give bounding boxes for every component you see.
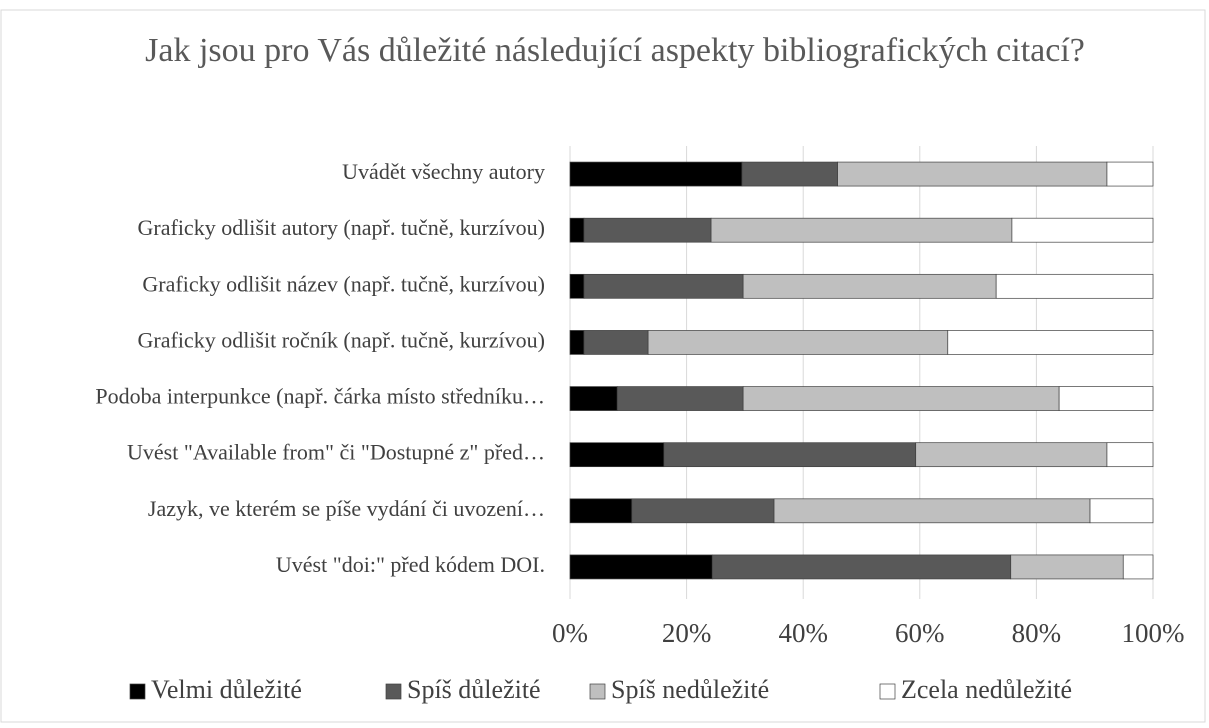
legend-swatch — [879, 683, 896, 700]
bar-segment — [711, 554, 1012, 580]
bar-segment — [947, 330, 1154, 355]
bar-segment — [915, 442, 1108, 468]
bar-segment — [569, 217, 585, 243]
bar-segment — [710, 217, 1013, 243]
bar-segment — [583, 273, 744, 299]
bar-segment — [1011, 217, 1154, 243]
y-tick-label: Graficky odlišit ročník (např. tučně, ku… — [138, 327, 545, 352]
x-tick-label: 80% — [1012, 618, 1062, 648]
bar-segment — [995, 273, 1154, 299]
bar-segment — [663, 442, 917, 468]
bar-segment — [1058, 386, 1154, 411]
legend-label: Spíš důležité — [407, 675, 541, 704]
x-tick-label: 20% — [662, 618, 712, 648]
bar-segment — [583, 330, 649, 355]
bar-segment — [647, 330, 949, 355]
bar-segment — [1010, 554, 1124, 580]
x-tick-label: 60% — [895, 618, 945, 648]
bar-segment — [773, 498, 1091, 524]
bar-segment — [742, 273, 997, 299]
bar-segment — [569, 273, 585, 299]
y-tick-label: Graficky odlišit autory (např. tučně, ku… — [138, 215, 545, 240]
bar-segment — [837, 161, 1108, 187]
bar-segment — [569, 498, 633, 524]
legend-label: Velmi důležité — [151, 675, 302, 704]
bar-segment — [569, 554, 713, 580]
chart-title: Jak jsou pro Vás důležité následující as… — [145, 32, 1085, 69]
bar-segment — [631, 498, 775, 524]
legend-label: Zcela nedůležité — [901, 675, 1072, 704]
bar-segment — [1106, 442, 1154, 468]
bar-segment — [1106, 161, 1154, 187]
y-tick-label: Jazyk, ve kterém se píše vydání či uvoze… — [148, 496, 545, 521]
y-tick-label: Uvést "Available from" či "Dostupné z" p… — [127, 440, 545, 465]
bar-segment — [583, 217, 712, 243]
bar-segment — [616, 386, 744, 411]
chart-border — [0, 9, 1206, 723]
y-tick-label: Uvádět všechny autory — [342, 159, 545, 184]
bar-segment — [742, 386, 1060, 411]
y-tick-label: Graficky odlišit název (např. tučně, kur… — [142, 271, 545, 296]
bar-segment — [569, 161, 743, 187]
x-tick-label: 100% — [1122, 618, 1185, 648]
legend-swatch — [129, 683, 146, 700]
bar-segment — [1089, 498, 1154, 524]
legend-swatch — [589, 683, 606, 700]
legend-label: Spíš nedůležité — [611, 675, 769, 704]
legend-swatch — [385, 683, 402, 700]
x-tick-label: 0% — [552, 618, 588, 648]
y-tick-label: Podoba interpunkce (např. čárka místo st… — [95, 384, 545, 409]
bar-segment — [1122, 554, 1154, 580]
x-tick-label: 40% — [778, 618, 828, 648]
bar-segment — [741, 161, 838, 187]
bar-segment — [569, 330, 585, 355]
y-tick-label: Uvést "doi:" před kódem DOI. — [276, 552, 545, 577]
bar-segment — [569, 386, 618, 411]
bar-segment — [569, 442, 665, 468]
